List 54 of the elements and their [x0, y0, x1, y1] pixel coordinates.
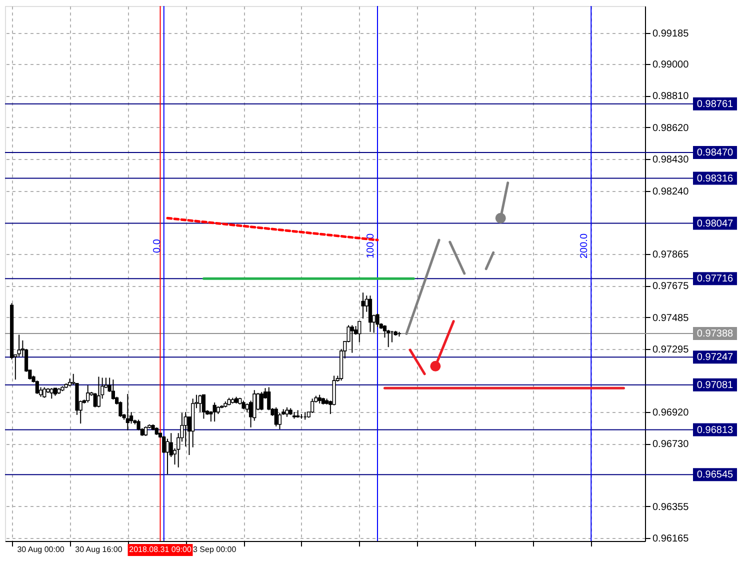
ref-line-label: 0.97081: [696, 380, 734, 391]
y-tick-label: 0.98620: [652, 122, 690, 134]
x-tick-label: 30 Aug 00:00: [17, 545, 65, 554]
candlestick: [96, 376, 101, 408]
ref-line-label: 0.98047: [696, 218, 734, 230]
ref-line-label: 0.98316: [696, 173, 734, 184]
candlestick: [144, 426, 148, 436]
candlestick: [17, 334, 21, 358]
annotation: 0.0: [152, 238, 163, 253]
y-tick-label: 0.96730: [652, 439, 690, 450]
candlestick: [260, 391, 264, 411]
y-tick-label: 0.96165: [652, 534, 690, 545]
y-tick-label: 0.96355: [652, 502, 690, 513]
ref-line-label: 0.96545: [696, 470, 734, 481]
ref-line-label: 0.97247: [696, 352, 734, 364]
y-tick-label: 0.99000: [652, 59, 690, 70]
candlestick: [86, 384, 90, 403]
candlestick: [350, 324, 354, 354]
y-tick-label: 0.96920: [652, 407, 690, 418]
annotation: 200.0: [579, 233, 590, 259]
candlestick: [202, 394, 206, 420]
candlestick: [111, 379, 115, 400]
candlestick: [358, 320, 362, 343]
candlestick: [42, 386, 46, 398]
y-tick-label: 0.98240: [652, 186, 690, 198]
candlestick: [118, 400, 122, 418]
ref-line-label: 0.97716: [696, 274, 734, 285]
y-tick-label: 0.98430: [652, 154, 690, 166]
candlestick: [386, 329, 390, 348]
ref-line-label: 0.96813: [696, 424, 734, 436]
x-tick-label: 3 Sep 00:00: [192, 545, 237, 554]
candlestick: [310, 398, 314, 414]
candlestick: [126, 393, 130, 431]
candlestick: [361, 292, 365, 319]
candlestick: [184, 412, 188, 447]
y-tick-label: 0.99185: [652, 28, 690, 40]
candlestick: [278, 412, 282, 430]
y-tick-label: 0.97675: [652, 281, 690, 292]
x-tick-label: 30 Aug 16:00: [75, 545, 123, 554]
ref-line-label: 0.97388: [696, 328, 734, 340]
candlestick: [198, 394, 202, 413]
candlestick: [212, 402, 216, 422]
y-tick-label: 0.97295: [652, 344, 690, 356]
candlestick: [274, 406, 278, 427]
candlestick: [368, 295, 372, 332]
annotation: 100.0: [366, 233, 376, 259]
candlestick: [285, 406, 289, 418]
ref-line-label: 0.98761: [696, 98, 734, 110]
y-tick-label: 0.97485: [652, 312, 690, 324]
x-tick-label: 2018.08.31 09:00: [129, 545, 192, 554]
candlestick: [50, 388, 54, 400]
y-tick-label: 0.98810: [652, 91, 690, 102]
ref-line-label: 0.98470: [696, 148, 734, 159]
y-tick-label: 0.97865: [652, 249, 690, 260]
